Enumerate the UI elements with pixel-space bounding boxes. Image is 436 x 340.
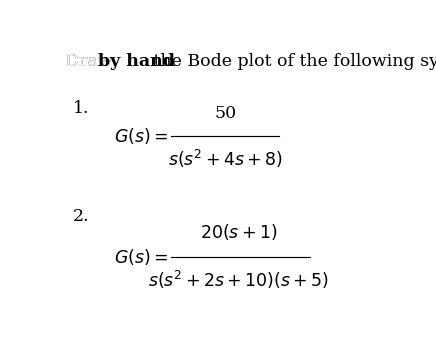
Text: $G(s) =$: $G(s) =$ <box>114 247 168 267</box>
Text: $G(s) =$: $G(s) =$ <box>114 126 168 146</box>
Text: Draw ​by hand: Draw ​by hand <box>65 53 188 70</box>
Text: $20(s + 1)$: $20(s + 1)$ <box>200 222 277 242</box>
Text: the Bode plot of the following systems.: the Bode plot of the following systems. <box>148 53 436 70</box>
Text: $s(s^2 + 2s + 10)(s + 5)$: $s(s^2 + 2s + 10)(s + 5)$ <box>148 269 329 291</box>
Text: 50: 50 <box>214 105 236 122</box>
Text: by hand: by hand <box>98 53 175 70</box>
Text: $s(s^2 + 4s + 8)$: $s(s^2 + 4s + 8)$ <box>167 148 283 170</box>
Text: 2.: 2. <box>73 208 90 225</box>
Text: 1.: 1. <box>73 100 89 117</box>
Text: Draw: Draw <box>65 53 118 70</box>
